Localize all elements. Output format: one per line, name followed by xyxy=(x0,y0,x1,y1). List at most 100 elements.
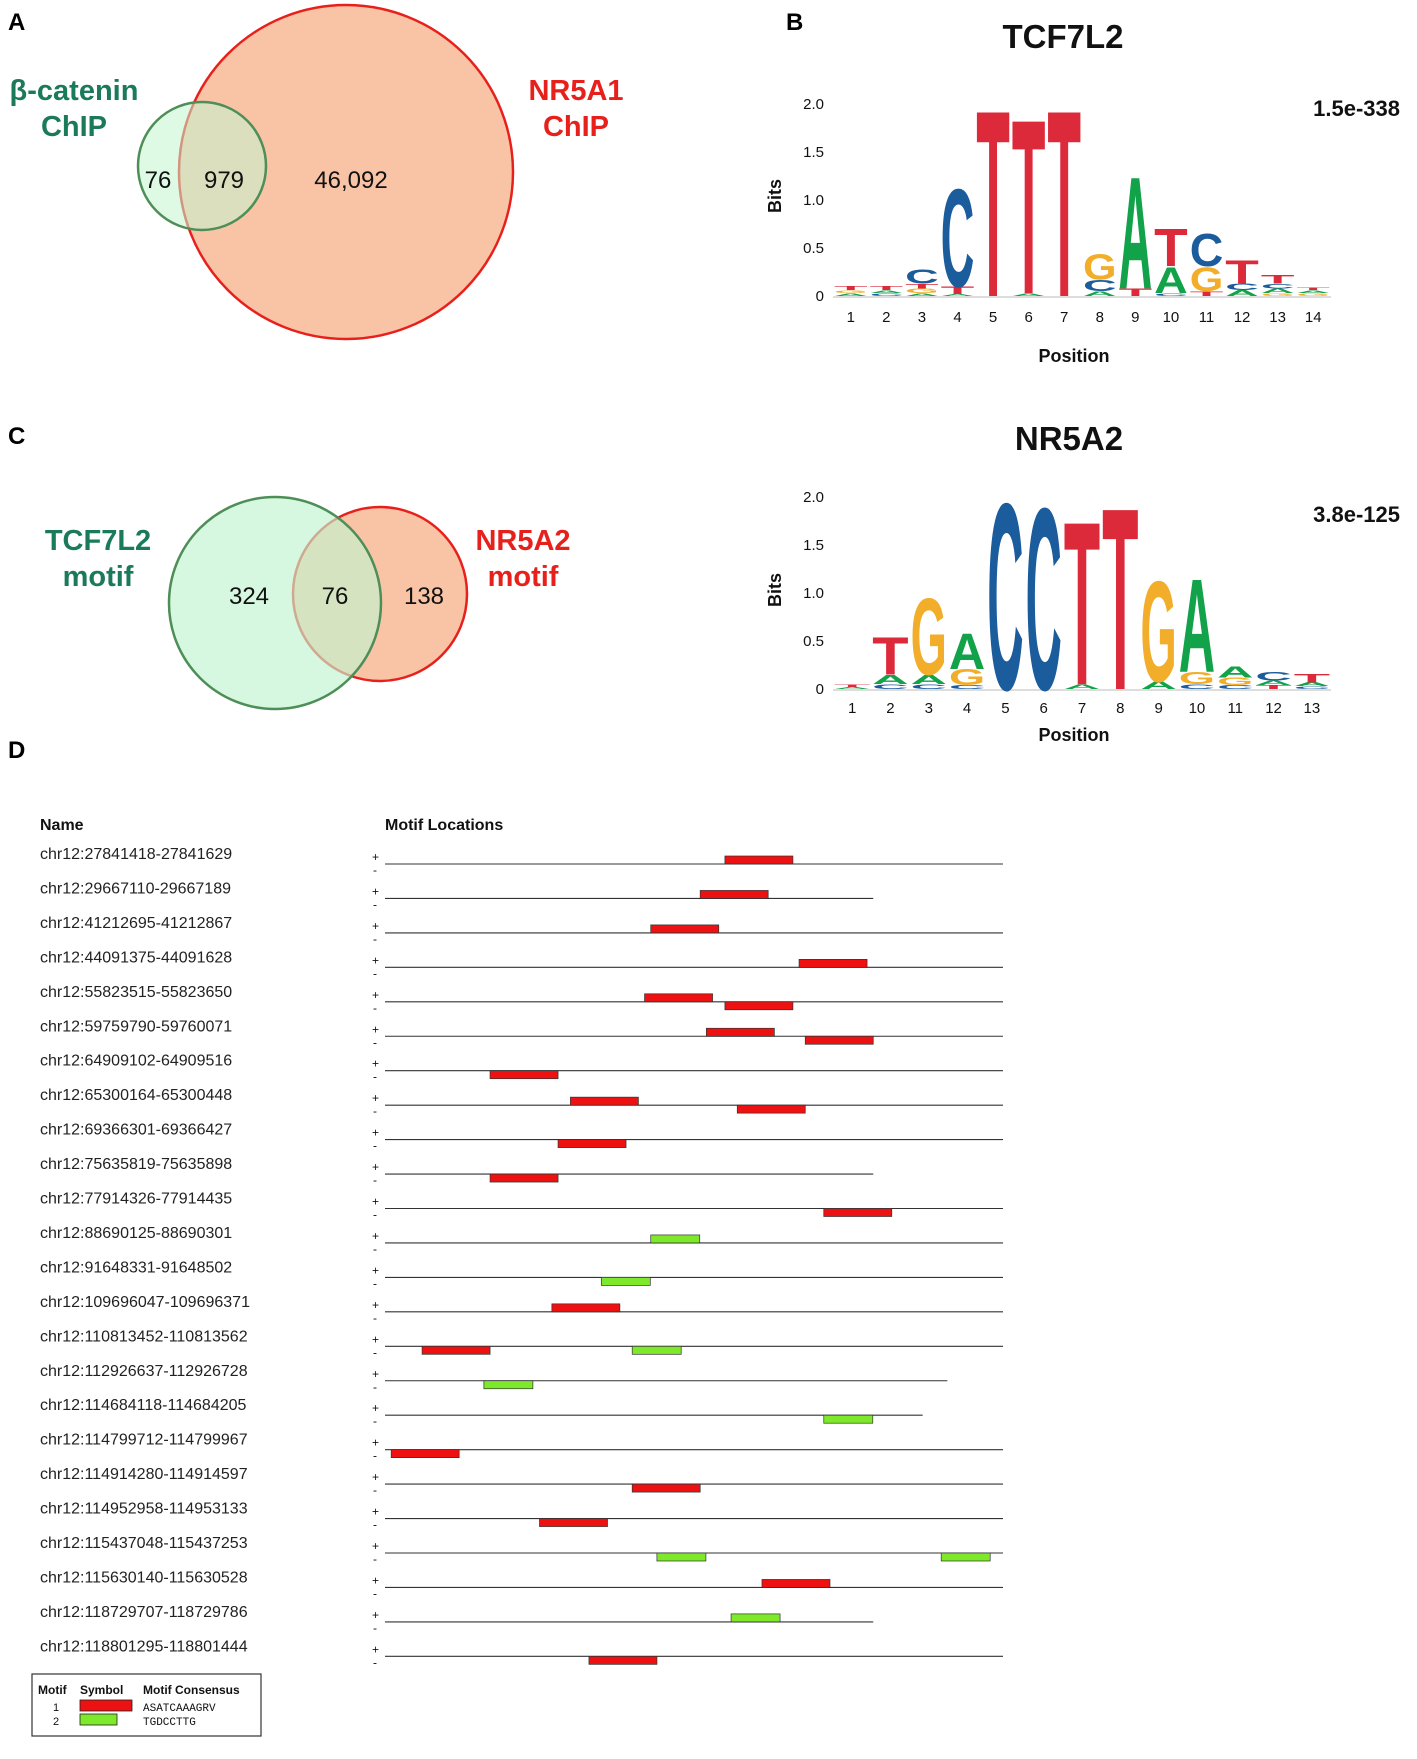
logo-y-tick: 0.5 xyxy=(803,633,824,650)
motif-row: chr12:69366301-69366427 +- xyxy=(40,1122,1003,1153)
motif-2-site xyxy=(631,1345,682,1355)
motif-1-site xyxy=(644,993,713,1003)
logo-letter-G: G xyxy=(1083,248,1117,288)
logo-letter-A: A xyxy=(834,292,868,296)
strand-minus-label: - xyxy=(373,1035,377,1049)
motif-1-site xyxy=(706,1027,775,1037)
motif-2-site xyxy=(483,1380,534,1390)
sequence-name: chr12:112926637-112926728 xyxy=(40,1363,248,1380)
logo-letter-A: A xyxy=(949,623,985,680)
motif-1-site xyxy=(570,1096,639,1106)
logo-letter-G: G xyxy=(1296,292,1330,296)
strand-plus-label: + xyxy=(372,850,379,864)
strand-minus-label: - xyxy=(373,1586,377,1600)
logo-letter-A: A xyxy=(1294,681,1330,687)
strand-minus-label: - xyxy=(373,1311,377,1325)
strand-plus-label: + xyxy=(372,1608,379,1622)
motif-1-site xyxy=(724,1001,794,1011)
logo-letter-T: T xyxy=(1047,55,1081,353)
logo-letter-C: C xyxy=(1294,685,1330,689)
strand-minus-label: - xyxy=(373,1518,377,1532)
motif-1-site xyxy=(699,890,769,899)
strand-minus-label: - xyxy=(373,897,377,911)
legend-col-consensus: Motif Consensus xyxy=(143,1683,240,1697)
motif-1-site xyxy=(390,1449,460,1459)
logo-letter-G: G xyxy=(911,576,947,698)
venn-a-right-only: 46,092 xyxy=(314,167,387,194)
panel-label-b: B xyxy=(786,9,803,36)
logo-x-title: Position xyxy=(1039,346,1110,366)
sequence-name: chr12:118801295-118801444 xyxy=(40,1638,248,1655)
strand-plus-label: + xyxy=(372,1126,379,1140)
logo-letter-A: A xyxy=(1154,259,1188,301)
table-header-locations: Motif Locations xyxy=(385,817,503,834)
sequence-name: chr12:59759790-59760071 xyxy=(40,1018,232,1035)
logo-letter-G: G xyxy=(1179,669,1215,688)
logo-x-tick: 8 xyxy=(1116,700,1124,717)
sequence-name: chr12:114914280-114914597 xyxy=(40,1466,248,1483)
motif-2-site xyxy=(650,1234,701,1244)
sequence-name: chr12:55823515-55823650 xyxy=(40,984,232,1001)
strand-minus-label: - xyxy=(373,1380,377,1394)
venn-c-overlap: 76 xyxy=(322,583,349,610)
sequence-name: chr12:64909102-64909516 xyxy=(40,1053,232,1070)
motif-row: chr12:55823515-55823650 +- xyxy=(40,984,1003,1015)
sequence-name: chr12:91648331-91648502 xyxy=(40,1259,232,1276)
logo-x-tick: 11 xyxy=(1199,309,1215,326)
logo-x-tick: 14 xyxy=(1305,309,1322,326)
logo-letter-T: T xyxy=(976,55,1010,353)
strand-plus-label: + xyxy=(372,1505,379,1519)
tcf7l2-logo: TCF7L2 1.5e-338 Bits Position 2.0 1.5 1.0 0… xyxy=(765,18,1400,366)
logo-letter-C: C xyxy=(872,683,908,690)
panel-b: B TCF7L2 1.5e-338 Bits Position 2.0 1.5 1.… xyxy=(765,9,1400,366)
strand-minus-label: - xyxy=(373,932,377,946)
motif-2-site xyxy=(730,1613,781,1623)
motif-rows: chr12:27841418-27841629 +-chr12:29667110-… xyxy=(40,846,1003,1669)
motif-row: chr12:91648331-91648502 +- xyxy=(40,1259,1003,1290)
logo-letter-T: T xyxy=(1261,273,1295,286)
panel-label-a: A xyxy=(8,9,25,36)
sequence-name: chr12:114799712-114799967 xyxy=(40,1432,248,1449)
strand-plus-label: + xyxy=(372,953,379,967)
logo-x-tick: 9 xyxy=(1154,700,1162,717)
motif-2-site xyxy=(823,1414,874,1424)
motif-1-site xyxy=(650,924,720,934)
motif-row: chr12:115630140-115630528 +- xyxy=(40,1569,1003,1600)
motif-1-site xyxy=(539,1518,608,1527)
logo-title: NR5A2 xyxy=(1015,420,1123,457)
logo-letter-C: C xyxy=(1026,453,1062,745)
motif-1-site xyxy=(823,1208,893,1217)
motif-2-site xyxy=(656,1552,707,1562)
strand-minus-label: - xyxy=(373,1070,377,1084)
motif-row: chr12:59759790-59760071 +- xyxy=(40,1018,1003,1049)
logo-x-tick: 12 xyxy=(1234,309,1251,326)
panel-d: D Name Motif Locations chr12:27841418-27… xyxy=(8,737,1003,1737)
logo-letter-T: T xyxy=(1154,219,1188,278)
venn-a-right-label-1: NR5A1 xyxy=(528,75,623,107)
legend-col-motif: Motif xyxy=(38,1683,68,1697)
legend-motif-1-symbol xyxy=(79,1699,133,1712)
logo-x-tick: 2 xyxy=(886,700,894,717)
strand-minus-label: - xyxy=(373,966,377,980)
logo-letter-T: T xyxy=(1294,672,1330,685)
logo-letter-A: A xyxy=(941,294,975,297)
logo-evalue: 1.5e-338 xyxy=(1313,96,1400,121)
motif-row: chr12:114799712-114799967 +- xyxy=(40,1432,1003,1463)
sequence-name: chr12:114952958-114953133 xyxy=(40,1501,248,1518)
strand-minus-label: - xyxy=(373,1276,377,1290)
logo-letter-G: G xyxy=(1140,551,1176,712)
motif-1-site xyxy=(804,1035,874,1045)
sequence-name: chr12:75635819-75635898 xyxy=(40,1156,232,1173)
strand-plus-label: + xyxy=(372,1229,379,1243)
logo-letter-G: G xyxy=(905,287,939,295)
strand-minus-label: - xyxy=(373,1449,377,1463)
logo-letter-A: A xyxy=(1261,287,1295,294)
logo-x-tick: 3 xyxy=(918,309,926,326)
strand-plus-label: + xyxy=(372,1263,379,1277)
venn-a-left-only: 76 xyxy=(145,167,172,194)
logo-letter-A: A xyxy=(1217,663,1253,681)
logo-letter-T: T xyxy=(1255,684,1292,690)
logo-y-tick: 1.5 xyxy=(803,144,824,161)
logo-letter-A: A xyxy=(1225,289,1259,298)
